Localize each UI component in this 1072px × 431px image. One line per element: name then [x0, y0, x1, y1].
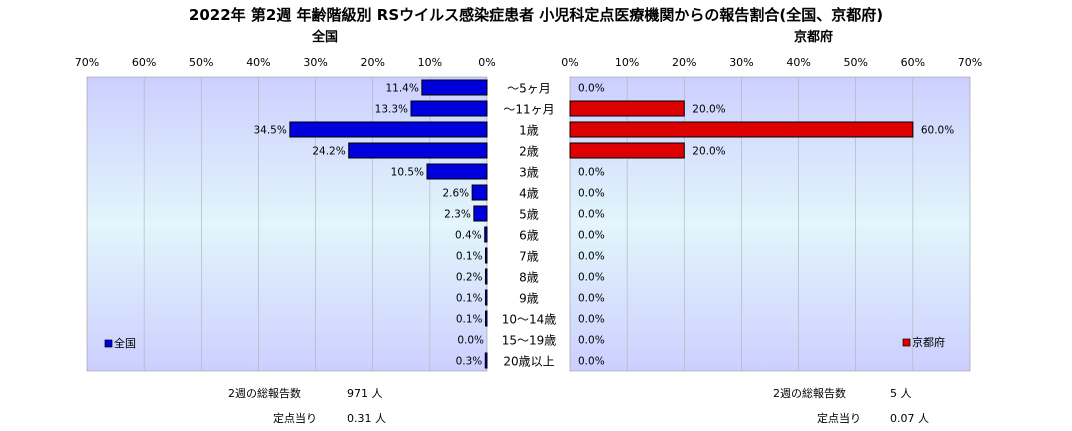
- category-label: ～11ヶ月: [503, 103, 554, 117]
- kyoto-total-label: 2週の総報告数: [773, 387, 846, 400]
- kyoto-data-label: 20.0%: [692, 146, 725, 158]
- kyoto-tick-label: 70%: [958, 56, 982, 69]
- national-per-value: 0.31 人: [347, 412, 386, 425]
- national-plot-area: [86, 76, 488, 372]
- category-label: 9歳: [519, 292, 539, 306]
- kyoto-bar: [569, 121, 914, 138]
- national-data-label: 0.1%: [456, 293, 483, 305]
- legend-kyoto-label: 京都府: [912, 335, 945, 349]
- category-label: 10～14歳: [502, 313, 557, 327]
- national-data-label: 24.2%: [312, 146, 345, 158]
- category-label: 6歳: [519, 229, 539, 243]
- national-tick-label: 50%: [189, 56, 213, 69]
- kyoto-data-label: 0.0%: [578, 272, 605, 284]
- national-bar: [485, 247, 488, 264]
- national-data-label: 13.3%: [375, 104, 408, 116]
- legend-national-label: 全国: [114, 336, 136, 350]
- national-bar: [485, 310, 488, 327]
- kyoto-tick-label: 50%: [843, 56, 867, 69]
- national-data-label: 34.5%: [253, 125, 286, 137]
- kyoto-data-label: 0.0%: [578, 335, 605, 347]
- kyoto-tick-label: 40%: [786, 56, 810, 69]
- kyoto-data-label: 60.0%: [921, 125, 954, 137]
- national-bar: [484, 226, 488, 243]
- national-tick-label: 10%: [418, 56, 442, 69]
- kyoto-data-label: 0.0%: [578, 188, 605, 200]
- kyoto-data-label: 0.0%: [578, 83, 605, 95]
- category-label: 4歳: [519, 187, 539, 201]
- category-label: 5歳: [519, 208, 539, 222]
- kyoto-tick-label: 10%: [615, 56, 639, 69]
- kyoto-bar: [569, 142, 685, 159]
- chart-svg: 0% 0% 10% 10% 20% 20% 30% 30% 40% 40% 50% 50% 60% 60%…: [75, 56, 982, 372]
- national-bar: [471, 184, 488, 201]
- category-label: 7歳: [519, 250, 539, 264]
- national-data-label: 2.6%: [442, 188, 469, 200]
- national-data-label: 0.1%: [456, 314, 483, 326]
- category-label: 15～19歳: [502, 334, 557, 348]
- national-data-label: 0.0%: [457, 335, 484, 347]
- national-bar: [289, 121, 488, 138]
- category-label: ～5ヶ月: [507, 82, 551, 96]
- kyoto-tick-label: 20%: [672, 56, 696, 69]
- kyoto-total-value: 5 人: [890, 387, 912, 400]
- national-tick-label: 70%: [75, 56, 99, 69]
- national-bar: [348, 142, 488, 159]
- category-label: 2歳: [519, 145, 539, 159]
- kyoto-tick-label: 30%: [729, 56, 753, 69]
- national-bar: [410, 100, 488, 117]
- legend-national-swatch: [104, 339, 113, 348]
- legend-kyoto-swatch: [902, 338, 911, 347]
- kyoto-data-label: 20.0%: [692, 104, 725, 116]
- chart-title: 2022年 第2週 年齢階級別 RSウイルス感染症患者 小児科定点医療機関からの…: [188, 6, 884, 24]
- category-label: 1歳: [519, 124, 539, 138]
- national-subtitle: 全国: [312, 30, 339, 45]
- kyoto-per-label: 定点当り: [817, 412, 861, 425]
- kyoto-plot-area: [569, 76, 971, 372]
- national-tick-label: 30%: [303, 56, 327, 69]
- kyoto-data-label: 0.0%: [578, 209, 605, 221]
- national-data-label: 11.4%: [385, 83, 418, 95]
- kyoto-tick-label: 0%: [561, 56, 578, 69]
- kyoto-tick-label: 60%: [901, 56, 925, 69]
- category-label: 3歳: [519, 166, 539, 180]
- category-label: 8歳: [519, 271, 539, 285]
- national-bar: [484, 352, 488, 369]
- kyoto-subtitle: 京都府: [794, 30, 834, 45]
- national-bar: [485, 268, 488, 285]
- kyoto-data-label: 0.0%: [578, 167, 605, 179]
- national-total-value: 971 人: [347, 387, 383, 400]
- kyoto-data-label: 0.0%: [578, 230, 605, 242]
- national-data-label: 0.2%: [456, 272, 483, 284]
- kyoto-data-label: 0.0%: [578, 314, 605, 326]
- kyoto-data-label: 0.0%: [578, 293, 605, 305]
- national-total-label: 2週の総報告数: [228, 387, 301, 400]
- kyoto-per-value: 0.07 人: [890, 412, 929, 425]
- national-bar: [421, 79, 488, 96]
- national-data-label: 0.3%: [456, 356, 483, 368]
- national-tick-label: 0%: [478, 56, 495, 69]
- national-tick-label: 40%: [246, 56, 270, 69]
- national-bar: [473, 205, 488, 222]
- national-bar: [485, 289, 488, 306]
- national-data-label: 10.5%: [391, 167, 424, 179]
- kyoto-bar: [569, 100, 685, 117]
- kyoto-data-label: 0.0%: [578, 356, 605, 368]
- national-tick-label: 60%: [132, 56, 156, 69]
- national-data-label: 2.3%: [444, 209, 471, 221]
- national-bar: [426, 163, 488, 180]
- category-label: 20歳以上: [503, 355, 554, 369]
- national-per-label: 定点当り: [273, 412, 317, 425]
- national-data-label: 0.4%: [455, 230, 482, 242]
- kyoto-data-label: 0.0%: [578, 251, 605, 263]
- national-data-label: 0.1%: [456, 251, 483, 263]
- national-tick-label: 20%: [360, 56, 384, 69]
